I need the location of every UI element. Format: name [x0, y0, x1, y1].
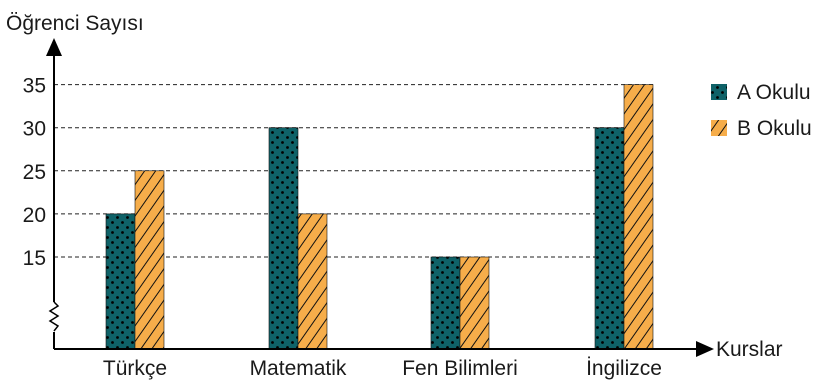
- axis-break-mask: [49, 302, 59, 332]
- y-tick-label: 30: [23, 118, 46, 141]
- axis-break-icon: [48, 301, 60, 332]
- bar-a: [105, 213, 136, 350]
- bar-b: [297, 213, 328, 350]
- x-axis-title: Kurslar: [716, 338, 783, 361]
- y-axis-title: Öğrenci Sayısı: [6, 12, 144, 35]
- bar-a: [594, 127, 625, 350]
- bar-a: [430, 256, 461, 350]
- bar-b: [134, 170, 165, 350]
- legend-label: B Okulu: [737, 117, 812, 140]
- y-tick-label: 25: [23, 161, 46, 184]
- legend-swatch: [711, 84, 727, 100]
- legend-label: A Okulu: [737, 81, 811, 104]
- y-tick-label: 15: [23, 247, 46, 270]
- y-tick-label: 35: [23, 75, 46, 98]
- legend-swatch: [711, 120, 727, 136]
- category-label: Matematik: [250, 357, 347, 380]
- bar-b: [623, 84, 654, 350]
- category-label: Fen Bilimleri: [402, 357, 518, 380]
- y-tick-label: 20: [23, 204, 46, 227]
- bar-a: [268, 127, 299, 350]
- category-label: İngilizce: [586, 357, 662, 380]
- category-label: Türkçe: [103, 357, 167, 380]
- bar-b: [459, 256, 490, 350]
